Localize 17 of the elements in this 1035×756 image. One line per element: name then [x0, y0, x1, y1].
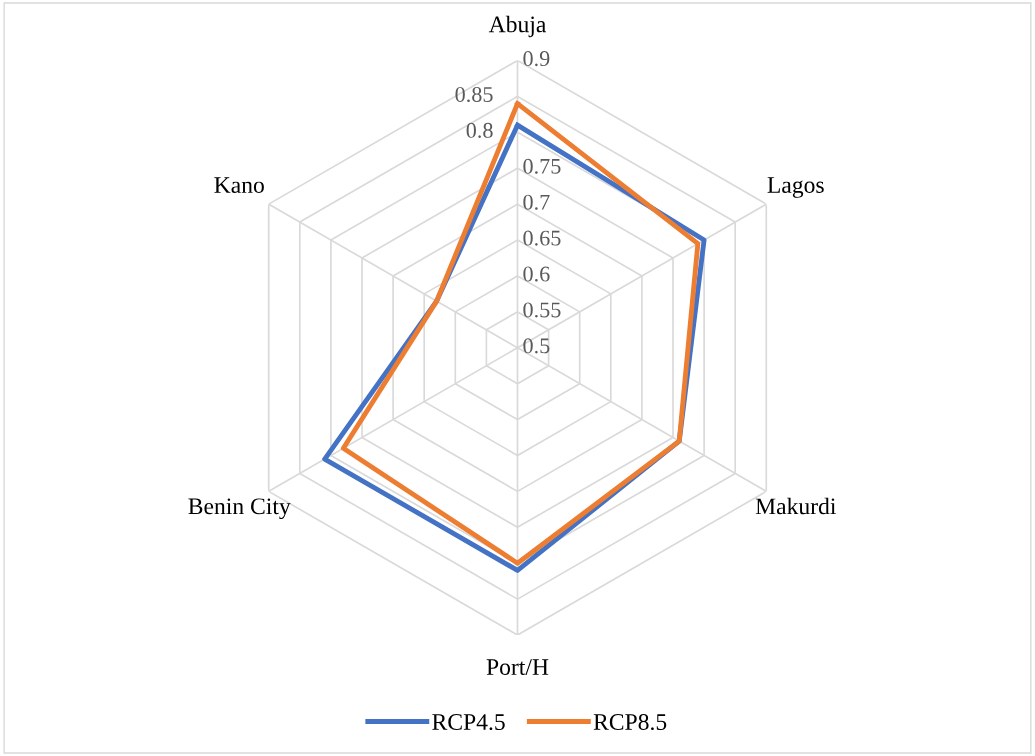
- spoke-label: Makurdi: [755, 497, 836, 515]
- spoke-label: Kano: [214, 177, 264, 194]
- spoke-label: Lagos: [767, 177, 824, 198]
- y-tick-label: 0.8: [466, 122, 493, 138]
- legend-label: RCP8.5: [593, 714, 667, 731]
- spoke-label: Benin City: [188, 498, 291, 520]
- y-tick-label: 0.55: [523, 302, 561, 318]
- spoke-label: Abuja: [488, 15, 547, 38]
- y-tick-label: 0.9: [523, 51, 550, 67]
- legend-label: RCP4.5: [432, 714, 505, 731]
- y-tick-label: 0.75: [523, 158, 561, 174]
- y-tick-label: 0.65: [523, 230, 561, 246]
- y-tick-label: 0.5: [523, 338, 550, 354]
- spoke-label: Port/H: [486, 659, 549, 675]
- y-tick-label: 0.85: [455, 86, 493, 103]
- y-tick-label: 0.6: [523, 266, 550, 282]
- y-tick-label: 0.7: [523, 194, 550, 210]
